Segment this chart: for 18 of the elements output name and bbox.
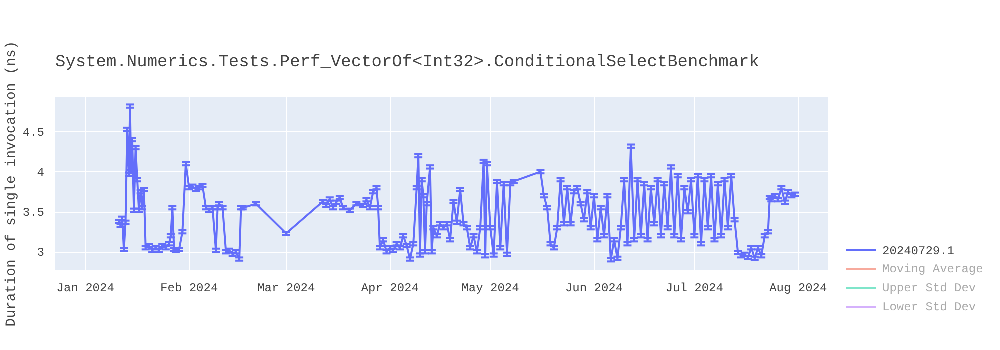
y-tick-label: 3.5 (22, 206, 45, 220)
x-tick-label: May 2024 (462, 282, 520, 296)
y-tick-label: 3 (37, 246, 44, 260)
x-tick-label: Jul 2024 (666, 282, 724, 296)
x-tick-label: Jun 2024 (565, 282, 624, 296)
x-tick-label: Feb 2024 (160, 282, 218, 296)
x-tick-label: Mar 2024 (258, 282, 316, 296)
y-tick-label: 4 (37, 166, 44, 180)
legend-label: Upper Std Dev (882, 282, 976, 296)
y-axis-title: Duration of single invocation (ns) (4, 41, 20, 327)
y-tick-label: 4.5 (22, 126, 45, 140)
legend-label: Lower Std Dev (882, 300, 976, 314)
x-tick-label: Jan 2024 (56, 282, 114, 296)
x-tick-label: Apr 2024 (361, 282, 419, 296)
legend-label: Moving Average (882, 262, 984, 276)
legend-label: 20240729.1 (882, 244, 955, 258)
x-tick-label: Aug 2024 (770, 282, 828, 296)
chart-title: System.Numerics.Tests.Perf_VectorOf<Int32>.ConditionalSelectBenchmark (56, 54, 760, 72)
